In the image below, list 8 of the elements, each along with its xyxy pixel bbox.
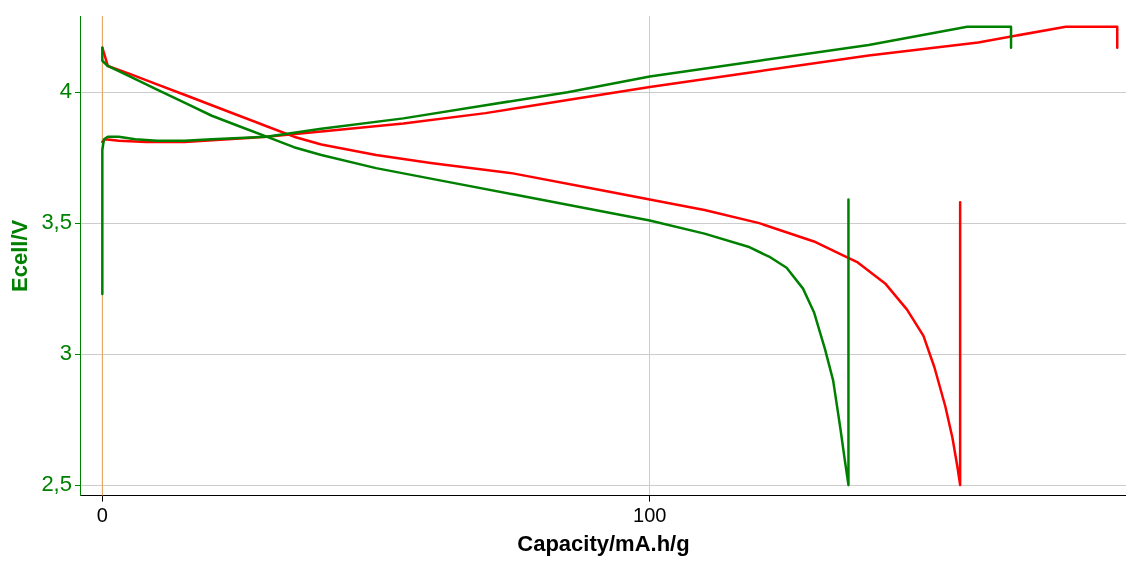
y-axis-title: Ecell/V: [7, 219, 33, 292]
y-tick-label: 3: [59, 340, 72, 366]
y-tick-label: 2,5: [41, 471, 72, 497]
y-tick-label: 3,5: [41, 209, 72, 235]
x-tick-label: 100: [633, 504, 667, 527]
x-axis-title: Capacity/mA.h/g: [517, 530, 690, 556]
y-tick-label: 4: [59, 78, 72, 104]
x-tick-label: 0: [96, 504, 108, 527]
